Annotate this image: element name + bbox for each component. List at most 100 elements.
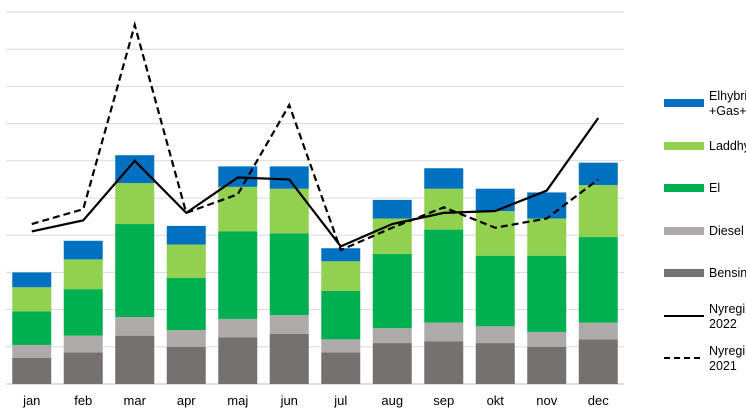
bar-segment-el-apr [166,277,206,331]
legend-swatch [664,142,704,150]
bar-segment-elhybrid-aug [372,199,412,219]
bar-stack-jan [12,272,52,384]
bar-segment-elhybrid-apr [166,225,206,245]
bar-stack-feb [63,240,103,384]
bar-stack-mar [115,155,155,384]
legend-item-el: El [664,181,720,195]
bar-segment-bensin-okt [475,343,515,384]
bar-segment-el-okt [475,255,515,327]
bar-segment-diesel-apr [166,330,206,347]
bar-segment-diesel-sep [424,322,464,342]
legend: Elhybri+Gas+LaddhyElDieselBensinNyregi20… [664,89,746,373]
bar-segment-el-sep [424,229,464,323]
bar-segment-bensin-feb [63,352,103,384]
bar-segment-el-jan [12,311,52,345]
bar-segment-el-mar [115,224,155,318]
bar-segment-elhybrid-jul [321,248,361,262]
bar-segment-diesel-jan [12,344,52,358]
x-axis: jan feb mar apr maj jun jul aug sep okt nov dec [22,393,609,408]
legend-label: 2022 [709,317,737,331]
bar-segment-elhybrid-feb [63,240,103,260]
bar-segment-el-maj [218,231,258,319]
bar-segment-elhybrid-sep [424,168,464,189]
bar-segment-el-nov [527,255,567,332]
legend-label: 2021 [709,359,737,373]
bar-segment-laddhybrid-sep [424,188,464,230]
bar-segment-laddhybrid-feb [63,259,103,290]
x-tick-label: jan [22,393,40,408]
bar-segment-bensin-jan [12,357,52,384]
bar-segment-laddhybrid-maj [218,186,258,232]
bar-segment-elhybrid-jun [269,166,309,189]
bar-segment-bensin-mar [115,335,155,384]
bar-stack-maj [218,166,258,384]
bar-segment-el-feb [63,289,103,336]
line-series-2022 [31,117,600,248]
bar-stack-sep [424,168,464,384]
legend-swatch [664,227,704,235]
bar-segment-laddhybrid-nov [527,218,567,256]
x-tick-label: sep [433,393,454,408]
bar-stack-nov [527,192,567,384]
bar-segment-bensin-aug [372,343,412,384]
x-tick-label: feb [74,393,92,408]
bar-segment-diesel-okt [475,326,515,344]
legend-item-laddhybrid: Laddhy [664,139,746,153]
legend-item-elhybrid: Elhybri+Gas+ [664,89,746,118]
bar-segment-laddhybrid-apr [166,244,206,278]
legend-label: Bensin [709,266,746,280]
bar-segment-diesel-maj [218,318,258,338]
bar-segment-el-jul [321,291,361,340]
legend-item-diesel: Diesel [664,224,744,238]
gridlines [6,11,624,385]
x-tick-label: jul [333,393,347,408]
bar-segment-elhybrid-okt [475,188,515,212]
bar-segment-el-dec [578,237,618,323]
bar-segment-elhybrid-jan [12,272,52,288]
bar-segment-laddhybrid-okt [475,211,515,256]
x-tick-label: mar [124,393,147,408]
bar-segment-bensin-maj [218,337,258,384]
bar-segment-diesel-dec [578,322,618,340]
bar-segment-diesel-nov [527,331,567,347]
bar-segment-diesel-jun [269,315,309,334]
bar-segment-diesel-feb [63,335,103,353]
x-tick-label: jun [280,393,298,408]
bar-segment-el-jun [269,233,309,316]
bar-segment-laddhybrid-mar [115,183,155,225]
bar-segment-bensin-nov [527,346,567,384]
legend-label: Nyregi [709,344,745,358]
bar-stack-dec [578,162,618,384]
bars [12,155,618,384]
bar-stack-apr [166,225,206,384]
line-series-2021 [31,20,599,252]
bar-segment-diesel-aug [372,328,412,344]
bar-segment-bensin-dec [578,339,618,384]
legend-label: +Gas+ [709,104,746,118]
bar-segment-diesel-jul [321,339,361,353]
x-tick-label: dec [588,393,609,408]
legend-label: El [709,181,720,195]
x-tick-label: maj [227,393,248,408]
bar-segment-el-aug [372,253,412,329]
bar-stack-jul [321,248,361,384]
lines [31,20,600,252]
bar-stack-aug [372,199,412,384]
x-tick-label: apr [177,393,196,408]
x-tick-label: aug [381,393,403,408]
legend-swatch [664,99,704,107]
legend-swatch [664,184,704,192]
x-tick-label: nov [536,393,557,408]
x-tick-label: okt [487,393,505,408]
bar-stack-jun [269,166,309,384]
bar-segment-laddhybrid-jan [12,287,52,312]
legend-label: Elhybri [709,89,746,103]
legend-label: Diesel [709,224,744,238]
bar-segment-laddhybrid-dec [578,184,618,238]
bar-segment-bensin-jun [269,333,309,384]
legend-item-bensin: Bensin [664,266,746,280]
legend-label: Nyregi [709,302,745,316]
